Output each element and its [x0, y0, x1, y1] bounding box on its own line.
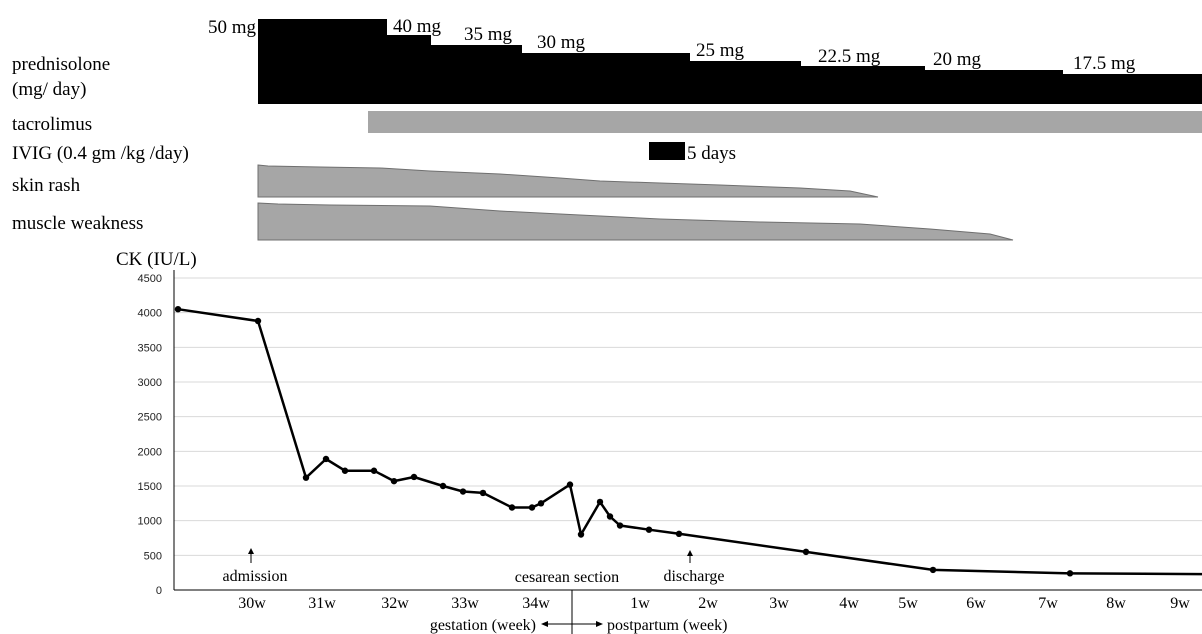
y-tick-label: 2000 [138, 446, 162, 458]
ivig-bar [649, 142, 685, 160]
dose-label-17-5: 17.5 mg [1073, 53, 1136, 74]
ck-data-points [174, 306, 1074, 577]
ck-data-point [537, 500, 545, 507]
prednisolone-label-line2: (mg/ day) [12, 79, 86, 100]
ck-data-point [802, 548, 810, 556]
dose-label-22-5: 22.5 mg [818, 46, 881, 67]
tacrolimus-label: tacrolimus [12, 114, 92, 135]
tacrolimus-bar [368, 111, 1202, 133]
ck-data-point [596, 498, 604, 506]
ck-data-point [508, 504, 516, 511]
x-tick-label: 4w [839, 595, 859, 612]
discharge-label: discharge [663, 568, 724, 585]
x-tick-label: 5w [898, 595, 918, 612]
ivig-duration-label: 5 days [687, 143, 736, 164]
x-tick-label: 2w [698, 595, 718, 612]
y-tick-label: 2500 [138, 412, 162, 424]
ivig-label: IVIG (0.4 gm /kg /day) [12, 143, 189, 164]
dose-label-40: 40 mg [393, 16, 442, 37]
x-tick-label: 6w [966, 595, 986, 612]
x-tick-label: 34w [522, 595, 550, 612]
dose-label-30: 30 mg [537, 32, 586, 53]
ck-data-point [606, 513, 614, 520]
ck-data-point [302, 474, 310, 481]
cesarean-section-label: cesarean section [515, 569, 619, 586]
y-tick-label: 4500 [138, 273, 162, 285]
skin-rash-label: skin rash [12, 175, 81, 196]
y-tick-label: 500 [144, 550, 162, 562]
ck-data-point [370, 467, 378, 474]
admission-arrowhead [248, 548, 254, 554]
ck-data-point [174, 306, 182, 313]
x-label-gestation: gestation (week) [430, 617, 536, 634]
y-tick-label: 1500 [138, 481, 162, 493]
dose-label-20: 20 mg [933, 49, 982, 70]
ck-data-point [459, 488, 467, 495]
ck-data-point [528, 504, 536, 511]
y-axis-label: CK (IU/L) [116, 249, 197, 270]
ck-data-point [645, 526, 653, 533]
gridlines [174, 277, 1202, 556]
ck-data-point [1066, 570, 1074, 577]
x-tick-label: 31w [308, 595, 336, 612]
treatment-rows: prednisolone (mg/ day) 50 mg 40 mg 35 mg… [12, 16, 1202, 241]
admission-label: admission [223, 568, 288, 585]
x-tick-label: 3w [769, 595, 789, 612]
x-tick-label: 8w [1106, 595, 1126, 612]
y-tick-label: 1000 [138, 516, 162, 528]
ck-plot: CK (IU/L) 0 500 1000 1500 2000 2500 3000 3500 40… [116, 249, 1202, 634]
x-tick-label: 32w [381, 595, 409, 612]
ck-data-point [341, 467, 349, 474]
dose-label-50: 50 mg [208, 17, 257, 38]
muscle-weakness-band [257, 202, 1014, 241]
ck-data-point [929, 566, 937, 574]
ck-data-point [322, 455, 330, 463]
x-tick-label: 9w [1170, 595, 1190, 612]
ck-data-point [390, 477, 398, 485]
ck-series-line [177, 307, 1202, 576]
y-tick-label: 3000 [138, 377, 162, 389]
ck-data-point [577, 531, 585, 538]
ck-data-point [254, 317, 262, 325]
x-tick-labels: 30w 31w 32w 33w 34w 1w 2w 3w 4w 5w 6w 7w 8w 9w [238, 595, 1190, 612]
ck-data-point [410, 473, 418, 481]
muscle-weakness-label: muscle weakness [12, 213, 143, 234]
x-tick-label: 7w [1038, 595, 1058, 612]
y-tick-labels: 0 500 1000 1500 2000 2500 3000 3500 4000 4500 [138, 273, 162, 597]
dose-label-25: 25 mg [696, 40, 745, 61]
x-tick-label: 1w [630, 595, 650, 612]
ck-data-point [566, 481, 574, 488]
ck-data-point [439, 482, 447, 490]
x-tick-label: 33w [451, 595, 479, 612]
x-tick-label: 30w [238, 595, 266, 612]
ck-data-point [479, 489, 487, 497]
y-tick-label: 3500 [138, 342, 162, 354]
postpartum-arrowhead-right [596, 621, 603, 627]
prednisolone-dose-bar [258, 19, 1202, 104]
y-tick-label: 4000 [138, 308, 162, 320]
dose-label-35: 35 mg [464, 24, 513, 45]
annotations: admission cesarean section discharge ges… [223, 548, 727, 634]
gestation-arrowhead-left [541, 621, 548, 627]
y-tick-label: 0 [156, 585, 162, 597]
discharge-arrowhead [687, 550, 693, 556]
ck-data-point [616, 522, 624, 529]
ck-data-point [675, 530, 683, 538]
prednisolone-label-line1: prednisolone [12, 54, 110, 75]
x-label-postpartum: postpartum (week) [607, 617, 727, 634]
skin-rash-band [257, 164, 879, 198]
